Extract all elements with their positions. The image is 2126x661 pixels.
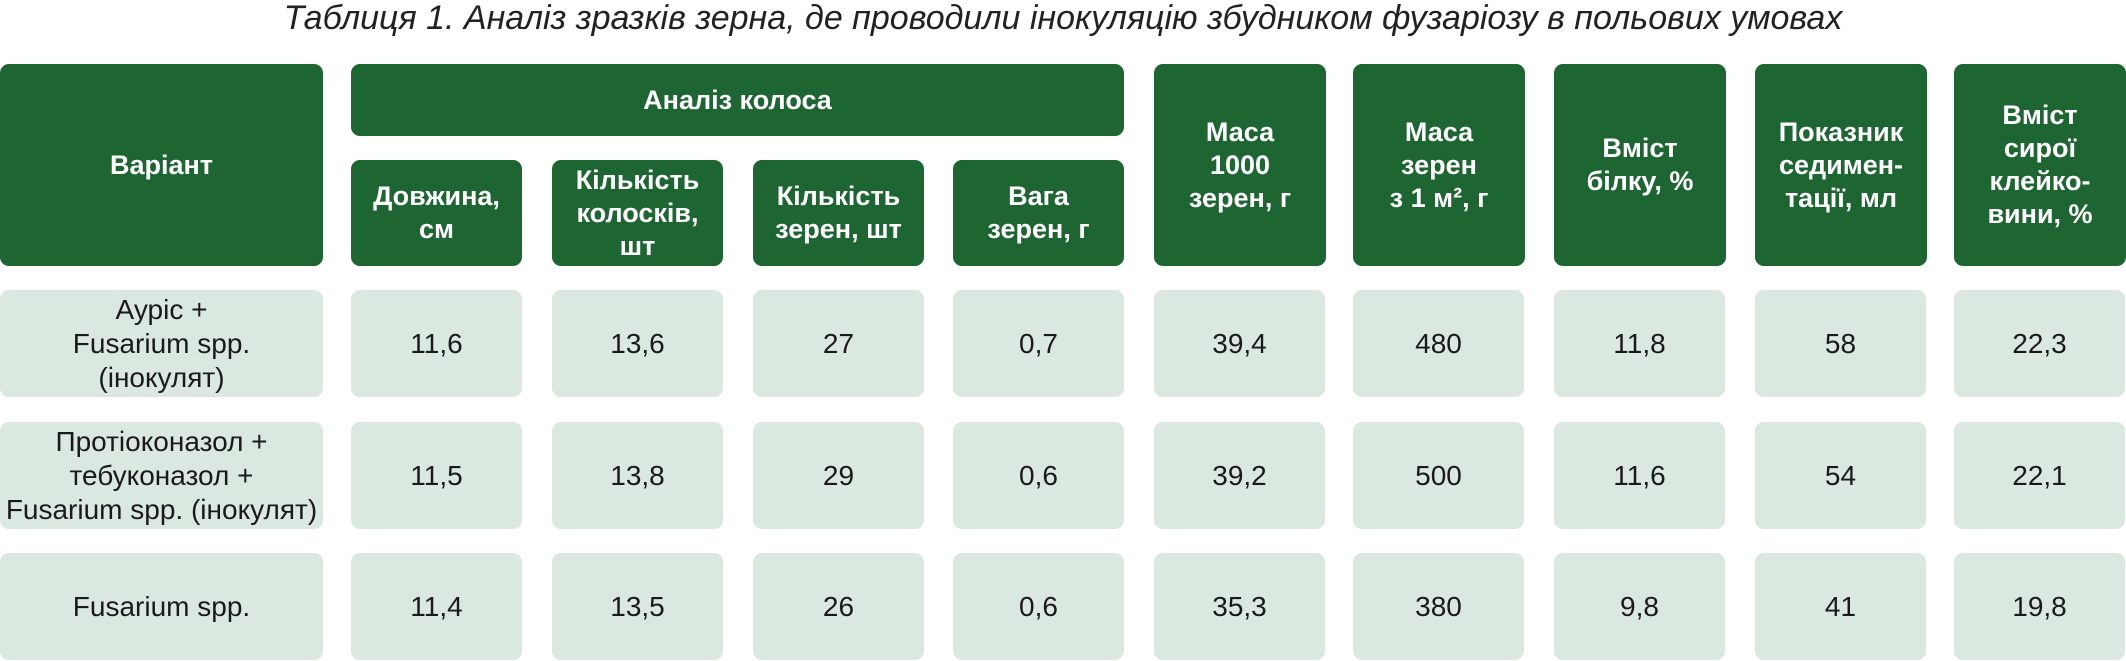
data-cell: 35,3 bbox=[1154, 553, 1325, 660]
row-label: Аурiс + Fusarium spp. (інокулят) bbox=[0, 290, 323, 397]
header-subcell: Довжина, см bbox=[351, 160, 522, 266]
data-cell: 11,6 bbox=[351, 290, 522, 397]
data-cell: 19,8 bbox=[1954, 553, 2125, 660]
header-cell: Варіант bbox=[0, 64, 323, 266]
header-cell: Вміст сирої клейко- вини, % bbox=[1954, 64, 2126, 266]
data-cell: 11,4 bbox=[351, 553, 522, 660]
data-cell: 480 bbox=[1353, 290, 1524, 397]
header-cell: Показник седимен- тації, мл bbox=[1755, 64, 1927, 266]
row-label: Протіоконазол + тебуконазол + Fusarium s… bbox=[0, 422, 323, 529]
header-cell: Вміст білку, % bbox=[1554, 64, 1726, 266]
data-cell: 11,8 bbox=[1554, 290, 1725, 397]
data-cell: 41 bbox=[1755, 553, 1926, 660]
header-cell: Маса зерен з 1 м², г bbox=[1353, 64, 1525, 266]
data-cell: 500 bbox=[1353, 422, 1524, 529]
header-cell: Маса 1000 зерен, г bbox=[1154, 64, 1326, 266]
data-cell: 39,4 bbox=[1154, 290, 1325, 397]
header-group: Аналіз колоса bbox=[351, 64, 1124, 136]
data-cell: 22,3 bbox=[1954, 290, 2125, 397]
data-cell: 380 bbox=[1353, 553, 1524, 660]
data-cell: 58 bbox=[1755, 290, 1926, 397]
header-subcell: Кількість зерен, шт bbox=[753, 160, 924, 266]
data-cell: 39,2 bbox=[1154, 422, 1325, 529]
data-cell: 22,1 bbox=[1954, 422, 2125, 529]
data-cell: 9,8 bbox=[1554, 553, 1725, 660]
data-cell: 54 bbox=[1755, 422, 1926, 529]
data-cell: 13,8 bbox=[552, 422, 723, 529]
data-cell: 27 bbox=[753, 290, 924, 397]
data-cell: 29 bbox=[753, 422, 924, 529]
data-cell: 26 bbox=[753, 553, 924, 660]
data-cell: 11,6 bbox=[1554, 422, 1725, 529]
header-subcell: Кількість колосків, шт bbox=[552, 160, 723, 266]
row-label: Fusarium spp. bbox=[0, 553, 323, 660]
data-cell: 0,6 bbox=[953, 553, 1124, 660]
data-cell: 13,5 bbox=[552, 553, 723, 660]
table-title: Таблиця 1. Аналіз зразків зерна, де пров… bbox=[283, 0, 1843, 37]
data-cell: 0,7 bbox=[953, 290, 1124, 397]
data-cell: 13,6 bbox=[552, 290, 723, 397]
data-cell: 0,6 bbox=[953, 422, 1124, 529]
header-subcell: Вага зерен, г bbox=[953, 160, 1124, 266]
data-cell: 11,5 bbox=[351, 422, 522, 529]
